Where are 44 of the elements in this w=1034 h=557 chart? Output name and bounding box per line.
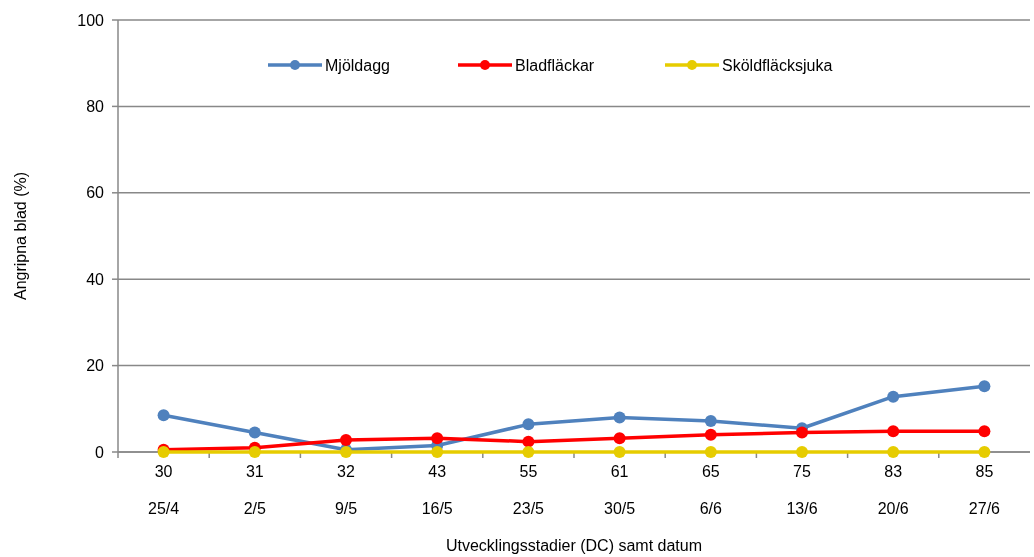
y-tick-label: 80 (86, 98, 105, 115)
category-label: 75 13/6 (786, 463, 818, 517)
point (796, 446, 808, 458)
category-label: 55 23/5 (512, 463, 544, 517)
legend-label: Sköldfläcksjuka (722, 56, 833, 74)
point (431, 432, 444, 445)
legend-label: Mjöldagg (325, 56, 390, 74)
y-axis-title: Angripna blad (%) (12, 171, 29, 301)
point (704, 414, 717, 427)
point (978, 380, 991, 393)
y-tick-label: 0 (95, 443, 105, 461)
point (704, 446, 717, 458)
point (796, 426, 808, 439)
point (887, 446, 900, 458)
x-axis-title: Utvecklingsstadier (DC) samt datum (445, 537, 703, 554)
category-label: 43 16/5 (421, 463, 453, 517)
point (887, 425, 900, 438)
point (704, 428, 717, 441)
y-tick-label: 100 (77, 11, 105, 29)
point (340, 433, 352, 446)
y-tick-label: 40 (86, 270, 105, 288)
point (978, 425, 991, 438)
point (613, 446, 626, 458)
point (157, 409, 170, 422)
y-tick-label: 60 (86, 184, 105, 202)
category-label: 31 2/5 (243, 463, 266, 517)
category-label: 32 9/5 (334, 463, 358, 517)
point (522, 418, 535, 431)
point (978, 446, 991, 458)
y-tick-label: 20 (86, 357, 105, 375)
category-label: 30 25/4 (148, 463, 180, 517)
category-label: 61 30/5 (604, 463, 636, 517)
point (248, 426, 261, 439)
point (431, 446, 444, 458)
point (887, 390, 900, 403)
point (522, 435, 535, 448)
category-label: 65 6/6 (699, 463, 722, 517)
point (248, 446, 261, 458)
point (613, 432, 626, 445)
legend-label: Bladfläckar (515, 56, 595, 74)
point (613, 411, 626, 424)
category-label: 85 27/6 (968, 463, 1000, 517)
point (522, 446, 535, 458)
category-label: 83 20/6 (877, 463, 909, 517)
